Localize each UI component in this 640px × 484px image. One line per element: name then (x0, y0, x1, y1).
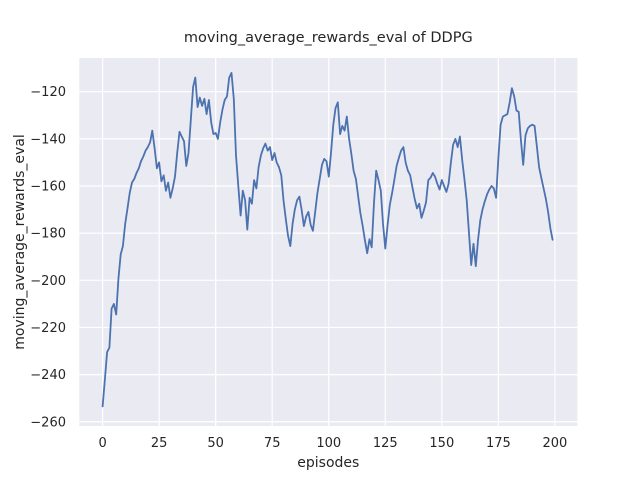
x-tick-label: 25 (151, 436, 168, 451)
y-tick-label: −120 (30, 85, 66, 100)
x-tick-label: 50 (207, 436, 224, 451)
chart-title: moving_average_rewards_eval of DDPG (184, 30, 473, 46)
y-tick-label: −160 (30, 180, 66, 195)
x-tick-label: 150 (429, 436, 454, 451)
y-tick-label: −180 (30, 227, 66, 242)
y-tick-label: −220 (30, 321, 66, 336)
x-tick-label: 175 (486, 436, 511, 451)
tick-labels: 0 25 50 75 100 125 150 175 200 −120 −140 −160 −180 −2… (30, 85, 567, 451)
gridlines (79, 58, 578, 426)
series-line (101, 72, 554, 408)
x-tick-label: 200 (542, 436, 567, 451)
series-group (101, 72, 554, 408)
x-tick-label: 100 (316, 436, 341, 451)
x-tick-label: 0 (98, 436, 106, 451)
x-tick-label: 125 (373, 436, 398, 451)
y-axis-label: moving_average_rewards_eval (12, 134, 28, 350)
y-tick-label: −140 (30, 132, 66, 147)
y-tick-label: −200 (30, 274, 66, 289)
x-axis-label: episodes (297, 455, 359, 471)
x-tick-label: 75 (264, 436, 281, 451)
y-tick-label: −260 (30, 415, 66, 430)
y-tick-label: −240 (30, 368, 66, 383)
